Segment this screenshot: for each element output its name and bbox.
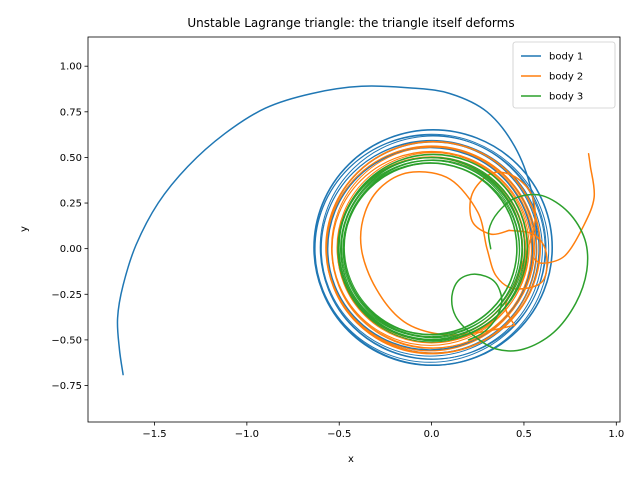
y-tick-label: 0.75 [60, 107, 82, 118]
y-tick-label: 0.50 [60, 153, 82, 164]
y-tick-label: 0.25 [60, 199, 82, 210]
series-3-orbit-ring [338, 153, 529, 342]
series-3 [337, 153, 589, 352]
series-1-orbit-ring [319, 135, 547, 360]
x-tick-label: −0.5 [327, 429, 351, 440]
series-2-loop-path [359, 171, 548, 336]
plot-area [116, 85, 596, 376]
y-tick-label: −0.50 [51, 335, 82, 346]
legend-entry: body 3 [549, 92, 583, 103]
chart-title: Unstable Lagrange triangle: the triangle… [187, 16, 514, 30]
x-tick-label: 0.5 [516, 429, 532, 440]
series-2-orbit-ring [331, 146, 536, 349]
y-tick-label: 1.00 [60, 62, 82, 73]
series-1-escape-path [116, 85, 538, 376]
series-3-escape-path [450, 193, 589, 352]
x-axis: −1.5 −1.0 −0.5 0.0 0.5 1.0 [142, 422, 624, 440]
series-1 [116, 85, 553, 376]
x-tick-label: −1.0 [235, 429, 259, 440]
series-2-orbit-ring [325, 140, 541, 355]
legend: body 1 body 2 body 3 [512, 41, 616, 109]
y-axis-label: y [19, 226, 30, 232]
x-tick-label: −1.5 [142, 429, 166, 440]
legend-entry: body 2 [549, 72, 583, 83]
series-2-escape-path [532, 153, 596, 265]
y-tick-label: −0.25 [51, 290, 82, 301]
x-tick-label: 0.0 [424, 429, 440, 440]
plot-frame [87, 36, 621, 423]
y-tick-label: 0.00 [60, 244, 82, 255]
legend-entry: body 1 [549, 52, 583, 63]
x-tick-label: 1.0 [608, 429, 624, 440]
y-axis: −0.75 −0.50 −0.25 0.00 0.25 0.50 0.75 1.00 [51, 62, 88, 392]
y-tick-label: −0.75 [51, 381, 82, 392]
legend-box [512, 41, 616, 109]
series-1-orbit-ring [313, 129, 553, 366]
x-axis-label: x [348, 454, 354, 465]
